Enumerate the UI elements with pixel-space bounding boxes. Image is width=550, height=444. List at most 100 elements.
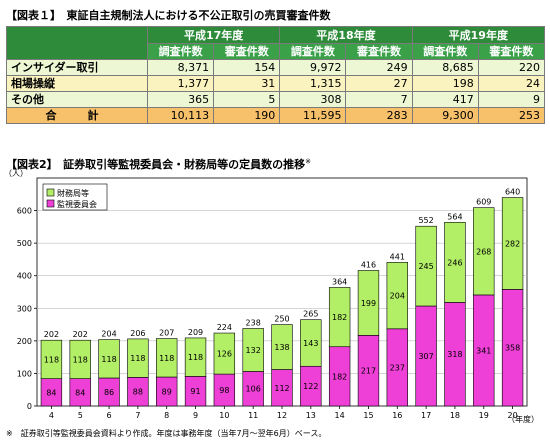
x-tick-label: 18 — [450, 411, 460, 420]
table-cell: 154 — [213, 59, 281, 76]
total-label: 609 — [476, 198, 491, 207]
total-label: 640 — [505, 188, 520, 197]
column-header: 調査件数 — [279, 43, 347, 60]
table-cell: 190 — [213, 107, 281, 124]
table-cell: 31 — [213, 75, 281, 92]
data-label: 118 — [130, 354, 145, 363]
table-cell: 308 — [279, 91, 347, 108]
bar-segment-zaimu — [271, 324, 293, 370]
x-tick-label: 5 — [78, 411, 83, 420]
row-label: 合 計 — [6, 107, 148, 124]
data-label: 86 — [104, 388, 114, 397]
total-label: 364 — [332, 277, 347, 286]
data-label: 91 — [190, 387, 200, 396]
data-label: 143 — [303, 339, 318, 348]
bar-segment-zaimu — [156, 338, 178, 378]
table-cell: 9,300 — [411, 107, 479, 124]
total-label: 206 — [130, 329, 145, 338]
row-label: インサイダー取引 — [6, 59, 148, 76]
x-tick-label: 17 — [421, 411, 431, 420]
total-label: 416 — [361, 261, 376, 270]
y-tick-label: 400 — [17, 272, 32, 281]
data-label: 204 — [390, 292, 405, 301]
total-label: 552 — [418, 216, 433, 225]
table-cell: 1,315 — [279, 75, 347, 92]
x-tick-label: 4 — [49, 411, 54, 420]
table-row: 相場操縦 1,377 31 1,315 27 198 24 — [6, 75, 546, 92]
data-label: 88 — [133, 388, 143, 397]
bar-segment-zaimu — [328, 287, 351, 348]
x-tick-label: 13 — [306, 411, 316, 420]
total-label: 224 — [217, 323, 232, 332]
data-label: 126 — [217, 350, 232, 359]
total-label: 209 — [188, 328, 203, 337]
total-label: 564 — [447, 212, 462, 221]
column-header: 審査件数 — [477, 43, 546, 60]
table-cell: 11,595 — [279, 107, 347, 124]
x-tick-label: 11 — [248, 411, 258, 420]
table-corner — [6, 26, 148, 60]
total-label: 250 — [274, 315, 289, 324]
table-cell: 220 — [477, 59, 546, 76]
x-tick-label: 10 — [219, 411, 229, 420]
x-tick-label: 9 — [193, 411, 198, 420]
bar-segment-zaimu — [473, 207, 495, 296]
table-cell: 253 — [477, 107, 546, 124]
legend-swatch — [46, 188, 55, 197]
total-label: 441 — [390, 252, 405, 261]
total-label: 265 — [303, 310, 318, 319]
data-label: 138 — [274, 343, 289, 352]
table-cell: 27 — [345, 75, 413, 92]
x-tick-label: 12 — [277, 411, 287, 420]
data-label: 118 — [44, 355, 59, 364]
data-label: 182 — [332, 372, 347, 381]
data-label: 118 — [101, 355, 116, 364]
y-tick-label: 0 — [27, 402, 32, 411]
bar-segment-zaimu — [98, 339, 120, 379]
bar-segment-zaimu — [213, 332, 236, 375]
bar-segment-zaimu — [127, 338, 149, 378]
bar-segment-zaimu — [386, 262, 408, 330]
chart-heading-mark: ※ — [305, 157, 312, 166]
chart-heading-text: 【図表2】 証券取引等監視委員会・財務局等の定員数の推移 — [6, 158, 306, 171]
table-cell: 7 — [345, 91, 413, 108]
table-cell: 5 — [213, 91, 281, 108]
bar-segment-zaimu — [357, 270, 380, 336]
table-total-row: 合 計 10,113 190 11,595 283 9,300 253 — [6, 107, 546, 124]
bar-segment-zaimu — [40, 339, 63, 379]
legend-label: 監視委員会 — [57, 199, 97, 209]
data-label: 84 — [75, 388, 85, 397]
data-label: 118 — [73, 355, 88, 364]
year-header: 平成17年度 — [146, 26, 281, 44]
x-tick-label: 6 — [107, 411, 112, 420]
table-cell: 198 — [411, 75, 479, 92]
column-header: 審査件数 — [345, 43, 413, 60]
table-cell: 8,371 — [146, 59, 215, 76]
x-tick-label: 8 — [164, 411, 169, 420]
bar-segment-zaimu — [69, 339, 91, 379]
data-label: 132 — [246, 346, 261, 355]
x-tick-label: 20 — [507, 411, 517, 420]
table-row: インサイダー取引 8,371 154 9,972 249 8,685 220 — [6, 59, 546, 76]
data-label: 282 — [505, 239, 520, 248]
y-axis-label: （人） — [4, 169, 28, 178]
legend-swatch — [46, 199, 55, 208]
data-label: 358 — [505, 344, 520, 353]
chart-heading: 【図表2】 証券取引等監視委員会・財務局等の定員数の推移※ — [6, 156, 311, 172]
y-tick-label: 500 — [17, 239, 32, 248]
data-label: 122 — [303, 382, 318, 391]
table-cell: 8,685 — [411, 59, 479, 76]
data-label: 98 — [219, 386, 229, 395]
legend-label: 財務局等 — [57, 188, 89, 198]
column-header: 調査件数 — [411, 43, 479, 60]
data-label: 268 — [476, 247, 491, 256]
x-tick-label: 15 — [363, 411, 373, 420]
table-cell: 283 — [345, 107, 413, 124]
data-label: 245 — [418, 262, 433, 271]
x-tick-label: 14 — [335, 411, 345, 420]
y-tick-label: 300 — [17, 304, 32, 313]
data-label: 307 — [418, 352, 433, 361]
data-label: 199 — [361, 299, 376, 308]
table-row: その他 365 5 308 7 417 9 — [6, 91, 546, 108]
chart-footnote: ※ 証券取引等監視委員会資料より作成。年度は事務年度（当年7月〜翌年6月）ベース… — [6, 429, 327, 438]
